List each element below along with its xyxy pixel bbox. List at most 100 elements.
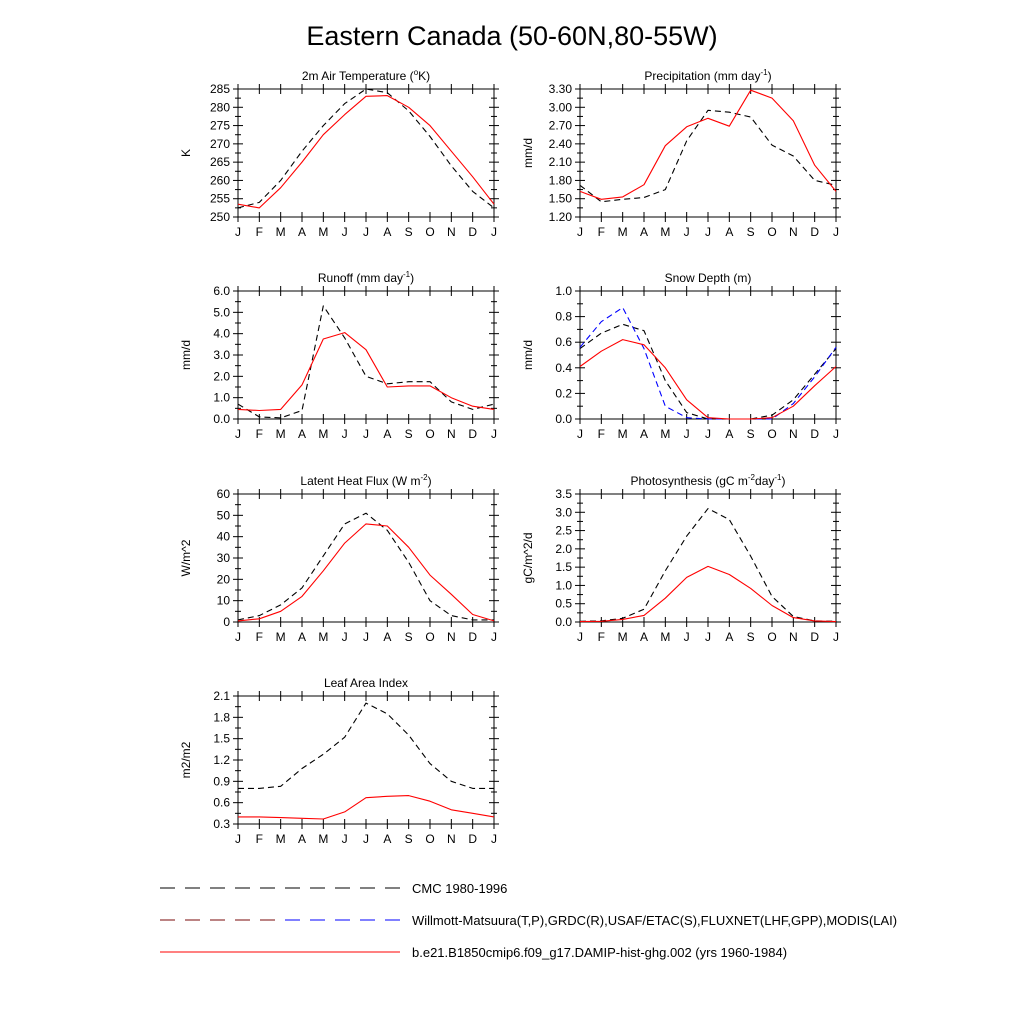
x-tick-label: J: [363, 427, 369, 441]
series-line: [579, 339, 837, 420]
plot-frame: [579, 493, 837, 623]
x-tick-label: J: [235, 630, 241, 644]
series-line: [579, 565, 837, 623]
y-tick-label: 0.5: [555, 597, 572, 611]
series-line: [579, 109, 837, 203]
x-tick-label: F: [256, 832, 263, 846]
x-tick-label: J: [684, 225, 690, 239]
y-tick-label: 1.0: [213, 391, 230, 405]
legend-label: CMC 1980-1996: [412, 881, 507, 896]
series-line: [238, 702, 494, 789]
y-tick-label: 0.3: [213, 817, 230, 831]
chart-panel: Runoff (mm day-1) 0.0 1.0 2.0 3.0 4.0 5.0 6.0 J F…: [179, 270, 499, 441]
x-tick-label: F: [256, 427, 263, 441]
panel-title: Photosynthesis (gC m-2day-1): [631, 473, 786, 488]
x-tick-label: N: [789, 630, 798, 644]
y-tick-label: 265: [210, 155, 230, 169]
panel-title-text: Precipitation (mm day: [644, 69, 760, 83]
panel-title-superscript: -2: [420, 473, 428, 482]
legend-entry: Willmott-Matsuura(T,P),GRDC(R),USAF/ETAC…: [160, 913, 897, 928]
y-tick-label: 0.6: [213, 796, 230, 810]
x-tick-label: J: [235, 225, 241, 239]
x-tick-label: O: [425, 630, 434, 644]
legend-label: Willmott-Matsuura(T,P),GRDC(R),USAF/ETAC…: [412, 913, 897, 928]
x-tick-label: J: [342, 225, 348, 239]
y-tick-label: 50: [217, 508, 231, 522]
x-tick-label: D: [468, 225, 477, 239]
x-tick-label: O: [767, 225, 776, 239]
y-tick-label: 3.0: [213, 348, 230, 362]
x-tick-label: A: [725, 225, 733, 239]
y-axis-label: mm/d: [521, 138, 535, 168]
panel-title: 2m Air Temperature (oK): [302, 68, 430, 83]
series-line: [579, 89, 837, 200]
y-axis-label: m2/m2: [179, 741, 193, 778]
x-tick-label: A: [383, 225, 391, 239]
x-tick-label: J: [363, 630, 369, 644]
y-tick-label: 2.0: [213, 369, 230, 383]
x-tick-label: D: [810, 225, 819, 239]
panel-title: Latent Heat Flux (W m-2): [300, 473, 431, 488]
x-tick-label: O: [425, 225, 434, 239]
plot-frame: [237, 88, 495, 218]
y-axis-label: mm/d: [521, 340, 535, 370]
x-tick-label: O: [425, 832, 434, 846]
x-tick-label: M: [276, 225, 286, 239]
panel-title-text: ): [768, 69, 772, 83]
y-tick-label: 40: [217, 530, 231, 544]
x-tick-label: M: [618, 630, 628, 644]
x-tick-label: A: [383, 427, 391, 441]
series-line: [579, 508, 837, 622]
x-tick-label: D: [468, 427, 477, 441]
x-tick-label: F: [598, 630, 605, 644]
series-line: [237, 523, 495, 622]
series-line: [579, 307, 837, 420]
x-tick-label: N: [789, 225, 798, 239]
x-tick-label: O: [767, 630, 776, 644]
panel-title-text: Leaf Area Index: [324, 676, 408, 690]
y-tick-label: 0.0: [555, 412, 572, 426]
x-tick-label: D: [468, 630, 477, 644]
legend-entry: b.e21.B1850cmip6.f09_g17.DAMIP-hist-ghg.…: [160, 945, 787, 960]
y-tick-label: 1.80: [549, 173, 573, 187]
x-tick-label: N: [447, 427, 456, 441]
y-tick-label: 275: [210, 119, 230, 133]
y-tick-label: 255: [210, 192, 230, 206]
panel-title: Precipitation (mm day-1): [644, 68, 771, 83]
x-tick-label: S: [747, 427, 755, 441]
y-axis-label: gC/m^2/d: [521, 533, 535, 584]
panel-title: Runoff (mm day-1): [318, 270, 414, 285]
x-tick-label: J: [491, 427, 497, 441]
y-tick-label: 1.2: [213, 753, 230, 767]
x-tick-label: N: [447, 225, 456, 239]
panel-title-superscript: o: [414, 68, 419, 77]
y-tick-label: 0.0: [213, 412, 230, 426]
x-tick-label: J: [705, 427, 711, 441]
x-tick-label: A: [640, 427, 648, 441]
x-tick-label: J: [833, 225, 839, 239]
x-tick-label: M: [276, 427, 286, 441]
x-tick-label: M: [618, 427, 628, 441]
y-tick-label: 0.8: [555, 310, 572, 324]
y-tick-label: 280: [210, 100, 230, 114]
x-tick-label: J: [363, 832, 369, 846]
y-tick-label: 0.4: [555, 361, 572, 375]
x-tick-label: D: [468, 832, 477, 846]
y-tick-label: 3.30: [549, 82, 573, 96]
panel-title-superscript: -1: [774, 473, 782, 482]
series-line: [238, 795, 495, 820]
plot-frame: [237, 695, 495, 825]
x-tick-label: S: [405, 225, 413, 239]
panel-title-text: ): [410, 271, 414, 285]
panel-title-text: ): [782, 474, 786, 488]
chart-panel: Precipitation (mm day-1) 1.20 1.50 1.80 2.10…: [521, 68, 841, 239]
x-tick-label: M: [660, 225, 670, 239]
panel-title-text: Snow Depth (m): [665, 271, 752, 285]
panel-title-text: ): [428, 474, 432, 488]
panel-title-text: K): [418, 69, 430, 83]
x-tick-label: J: [833, 427, 839, 441]
chart-panel: 2m Air Temperature (oK) 250 255 260 265 270 27…: [179, 68, 499, 239]
y-tick-label: 20: [217, 572, 231, 586]
y-tick-label: 2.70: [549, 119, 573, 133]
